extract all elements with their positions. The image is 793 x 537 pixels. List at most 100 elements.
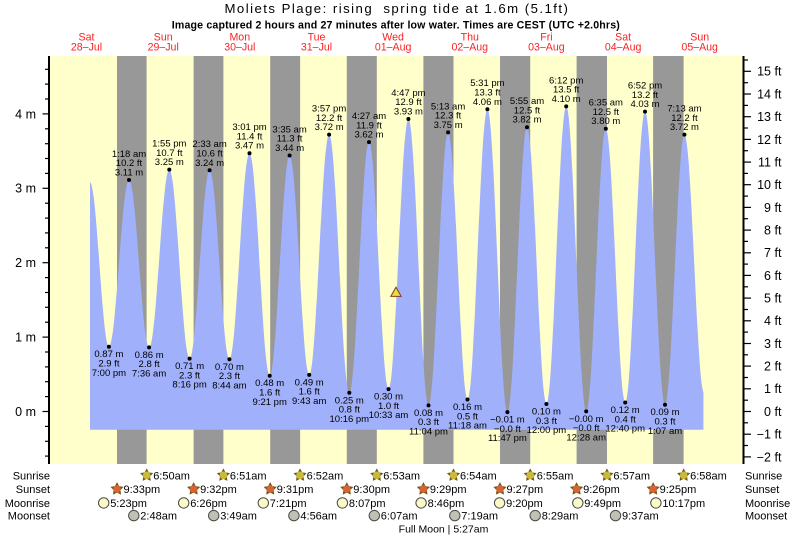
svg-text:4.10 m: 4.10 m	[552, 94, 581, 105]
svg-text:Full Moon | 5:27am: Full Moon | 5:27am	[399, 524, 489, 536]
svg-text:02–Aug: 02–Aug	[452, 42, 489, 54]
svg-text:2.8 ft: 2.8 ft	[139, 359, 160, 370]
svg-text:2: 2	[764, 360, 771, 374]
svg-text:13.5 ft: 13.5 ft	[553, 85, 580, 96]
svg-text:12.5 ft: 12.5 ft	[514, 105, 541, 116]
svg-text:7:00 pm: 7:00 pm	[92, 368, 126, 379]
svg-text:5:55 am: 5:55 am	[510, 96, 544, 107]
svg-text:8:16 pm: 8:16 pm	[172, 380, 206, 391]
svg-text:1:18 am: 1:18 am	[112, 149, 146, 160]
svg-text:1:55 pm: 1:55 pm	[152, 139, 186, 150]
svg-text:−1: −1	[757, 428, 771, 442]
svg-text:05–Aug: 05–Aug	[681, 42, 718, 54]
svg-text:0.3 ft: 0.3 ft	[536, 416, 557, 427]
svg-text:−0.00 m: −0.00 m	[569, 414, 604, 425]
svg-text:28–Jul: 28–Jul	[71, 42, 102, 54]
svg-text:11:47 pm: 11:47 pm	[488, 433, 527, 444]
svg-text:3:49am: 3:49am	[220, 511, 257, 523]
svg-text:6:52 pm: 6:52 pm	[628, 81, 662, 92]
svg-text:5:31 pm: 5:31 pm	[470, 78, 504, 89]
svg-text:2.3 ft: 2.3 ft	[219, 371, 240, 382]
svg-text:03–Aug: 03–Aug	[528, 42, 565, 54]
svg-text:3:35 am: 3:35 am	[272, 124, 306, 135]
svg-text:12:40 pm: 12:40 pm	[605, 424, 645, 435]
svg-text:0.71 m: 0.71 m	[175, 361, 204, 372]
svg-text:6: 6	[764, 269, 771, 283]
svg-text:9:37am: 9:37am	[622, 511, 659, 523]
svg-text:Wed: Wed	[382, 32, 404, 44]
svg-text:31–Jul: 31–Jul	[301, 42, 332, 54]
svg-text:Sat: Sat	[615, 32, 631, 44]
svg-text:ft: ft	[775, 314, 782, 328]
svg-text:4 m: 4 m	[15, 107, 36, 121]
svg-text:1:07 am: 1:07 am	[648, 426, 682, 437]
svg-text:12:28 am: 12:28 am	[566, 433, 606, 444]
svg-text:ft: ft	[775, 405, 782, 419]
svg-text:2:48am: 2:48am	[140, 511, 177, 523]
svg-text:Moonrise: Moonrise	[5, 498, 50, 510]
svg-text:6:54am: 6:54am	[460, 470, 497, 482]
svg-text:3.80 m: 3.80 m	[591, 116, 620, 127]
svg-text:5:23pm: 5:23pm	[110, 498, 147, 510]
svg-text:ft: ft	[775, 428, 782, 442]
svg-text:9:49pm: 9:49pm	[584, 498, 621, 510]
svg-text:6:12 pm: 6:12 pm	[549, 75, 583, 86]
svg-text:6:07am: 6:07am	[381, 511, 418, 523]
svg-text:0.10 m: 0.10 m	[532, 407, 561, 418]
svg-text:8:46pm: 8:46pm	[428, 498, 465, 510]
svg-text:3.24 m: 3.24 m	[195, 158, 224, 169]
svg-text:10:17pm: 10:17pm	[662, 498, 705, 510]
svg-text:ft: ft	[775, 224, 782, 238]
svg-text:4:27 am: 4:27 am	[352, 111, 386, 122]
svg-text:−2: −2	[757, 450, 771, 464]
svg-text:Sat: Sat	[79, 32, 95, 44]
svg-text:3.25 m: 3.25 m	[155, 157, 184, 168]
svg-text:12.2 ft: 12.2 ft	[316, 113, 343, 124]
svg-text:8:29am: 8:29am	[542, 511, 579, 523]
svg-text:2:33 am: 2:33 am	[192, 139, 226, 150]
svg-text:ft: ft	[775, 87, 782, 101]
svg-text:6:50am: 6:50am	[153, 470, 190, 482]
svg-text:0.08 m: 0.08 m	[414, 408, 443, 419]
svg-text:01–Aug: 01–Aug	[375, 42, 412, 54]
svg-text:Thu: Thu	[461, 32, 479, 44]
svg-text:Sunset: Sunset	[745, 484, 779, 496]
svg-text:11.4 ft: 11.4 ft	[237, 131, 263, 142]
svg-text:ft: ft	[775, 65, 782, 79]
svg-text:13.2 ft: 13.2 ft	[632, 90, 659, 101]
svg-text:10.7 ft: 10.7 ft	[156, 148, 183, 159]
svg-text:2.3 ft: 2.3 ft	[179, 370, 200, 381]
svg-text:ft: ft	[775, 450, 782, 464]
svg-text:9:33pm: 9:33pm	[124, 484, 161, 496]
svg-text:Sun: Sun	[154, 32, 173, 44]
svg-text:3.44 m: 3.44 m	[275, 143, 304, 154]
svg-text:11:18 am: 11:18 am	[448, 421, 487, 432]
svg-text:0.3 ft: 0.3 ft	[418, 417, 439, 428]
svg-text:9:26pm: 9:26pm	[583, 484, 620, 496]
svg-text:ft: ft	[775, 269, 782, 283]
svg-text:Moonset: Moonset	[8, 511, 50, 523]
svg-text:7:21pm: 7:21pm	[270, 498, 307, 510]
svg-text:Sun: Sun	[690, 32, 709, 44]
svg-text:12.3 ft: 12.3 ft	[435, 111, 462, 122]
svg-text:0.8 ft: 0.8 ft	[339, 405, 360, 416]
svg-text:6:58am: 6:58am	[690, 470, 727, 482]
svg-text:3: 3	[764, 337, 771, 351]
svg-text:4.06 m: 4.06 m	[473, 97, 502, 108]
svg-text:ft: ft	[775, 360, 782, 374]
svg-text:ft: ft	[775, 292, 782, 306]
svg-text:0.48 m: 0.48 m	[255, 378, 284, 389]
svg-text:9:25pm: 9:25pm	[660, 484, 697, 496]
svg-text:12.2 ft: 12.2 ft	[671, 113, 698, 124]
svg-text:0.87 m: 0.87 m	[94, 349, 123, 360]
svg-text:9:20pm: 9:20pm	[506, 498, 543, 510]
svg-text:Moliets Plage: rising spring: Moliets Plage: rising spring tide at 1.6…	[224, 1, 568, 16]
svg-text:7:19am: 7:19am	[461, 511, 498, 523]
svg-text:9:43 am: 9:43 am	[292, 396, 326, 407]
svg-text:3 m: 3 m	[15, 182, 36, 196]
svg-text:0.3 ft: 0.3 ft	[654, 417, 675, 428]
svg-text:1.6 ft: 1.6 ft	[299, 387, 320, 398]
svg-text:10.2 ft: 10.2 ft	[116, 158, 143, 169]
svg-text:10.6 ft: 10.6 ft	[196, 149, 223, 160]
svg-text:0: 0	[764, 405, 771, 419]
